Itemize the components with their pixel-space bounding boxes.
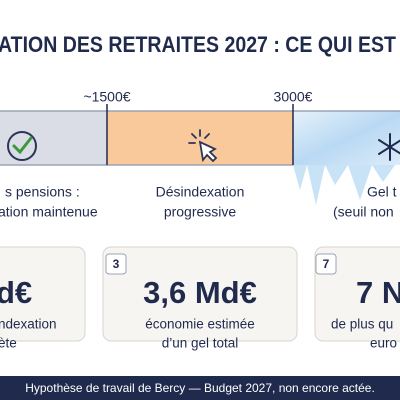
badge-text: 7 xyxy=(323,257,330,271)
segment-label: (seuil non xyxy=(333,204,394,220)
footer-note: Hypothèse de travail de Bercy — Budget 2… xyxy=(25,381,375,395)
badge-text: 3 xyxy=(113,257,120,271)
card-text: euro xyxy=(370,336,397,351)
card-text: ète xyxy=(0,336,17,351)
card xyxy=(0,246,86,342)
card-text: économie estimée xyxy=(145,317,255,332)
badge xyxy=(105,253,127,275)
card xyxy=(102,246,298,342)
segment-label: progressive xyxy=(164,204,237,220)
badge xyxy=(315,253,337,275)
scale-bar xyxy=(0,104,400,205)
card-value: 3,6 Md€ xyxy=(143,275,257,310)
card-text: d’un gel total xyxy=(162,336,239,351)
snowflake-icon xyxy=(378,133,400,161)
check-icon xyxy=(7,131,37,161)
segment-label: Gel t xyxy=(367,184,397,200)
segment-label: Désindexation xyxy=(156,184,245,200)
cursor-icon xyxy=(188,129,218,163)
segment-frozen xyxy=(293,111,400,165)
footer-band xyxy=(0,376,400,400)
card-text: ndexation xyxy=(0,317,57,332)
card-value: 7 N xyxy=(356,275,400,310)
card-value: d€ xyxy=(0,275,32,310)
threshold-label: 3000€ xyxy=(274,89,313,105)
title: ATION DES RETRAITES 2027 : CE QUI EST xyxy=(0,32,396,57)
segment-label: ation maintenue xyxy=(0,204,98,220)
threshold-label: ~1500€ xyxy=(83,89,130,105)
segment-label: s pensions : xyxy=(5,184,80,200)
segment-progressive xyxy=(107,111,293,165)
card-text: de plus qu xyxy=(331,317,393,332)
segment-indexed xyxy=(0,111,107,165)
icicles xyxy=(293,165,395,205)
